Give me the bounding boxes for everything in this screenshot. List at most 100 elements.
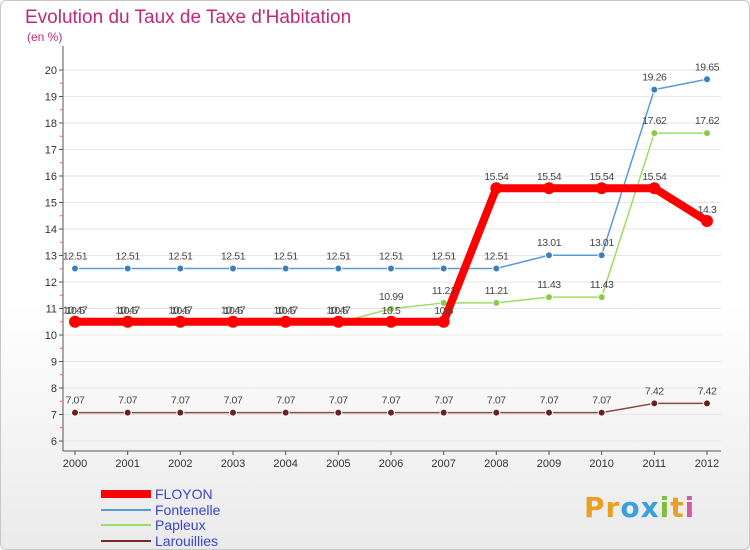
- data-point-larouillies: [703, 399, 711, 408]
- data-point-fontenelle: [387, 264, 395, 273]
- data-label-floyon: 15.54: [484, 171, 509, 183]
- data-point-floyon: [490, 182, 503, 195]
- data-label-larouillies: 7.07: [66, 395, 85, 407]
- y-tick-label: 6: [51, 436, 57, 448]
- data-label-floyon: 10.5: [118, 305, 137, 317]
- y-tick-label: 20: [45, 65, 57, 77]
- data-point-larouillies: [439, 408, 448, 417]
- data-label-fontenelle: 13.01: [590, 237, 615, 249]
- data-label-floyon: 15.54: [590, 171, 615, 183]
- y-tick-label: 12: [45, 277, 57, 289]
- data-point-fontenelle: [650, 85, 659, 94]
- logo-letter: t: [670, 491, 685, 524]
- data-point-floyon: [332, 315, 345, 328]
- data-label-floyon: 10.5: [329, 305, 348, 317]
- legend-item-fontenelle: Fontenelle: [101, 502, 220, 518]
- data-label-fontenelle: 12.51: [221, 250, 246, 262]
- logo-letter: i: [684, 491, 696, 524]
- y-tick-label: 19: [45, 92, 57, 104]
- x-tick-label: 2006: [379, 458, 403, 470]
- data-label-papleux: 11.43: [590, 279, 614, 291]
- data-label-fontenelle: 19.26: [642, 72, 667, 84]
- data-label-larouillies: 7.07: [592, 395, 611, 407]
- data-point-fontenelle: [703, 75, 711, 84]
- x-tick-label: 2007: [431, 458, 455, 470]
- data-label-floyon: 15.54: [642, 171, 667, 183]
- data-point-floyon: [648, 182, 661, 195]
- x-tick-label: 2000: [63, 458, 87, 470]
- data-point-floyon: [69, 315, 81, 328]
- data-label-larouillies: 7.07: [540, 395, 559, 407]
- data-point-fontenelle: [597, 251, 606, 260]
- logo-letter: i: [659, 491, 671, 524]
- data-point-fontenelle: [281, 264, 290, 273]
- x-tick-label: 2009: [537, 458, 561, 470]
- y-tick-label: 14: [45, 224, 57, 236]
- data-point-larouillies: [650, 399, 659, 408]
- data-point-larouillies: [334, 408, 343, 417]
- legend-swatch: [101, 490, 151, 499]
- y-tick-label: 18: [45, 118, 57, 130]
- data-point-floyon: [543, 182, 555, 195]
- data-point-papleux: [597, 293, 606, 302]
- y-tick-label: 16: [45, 171, 57, 183]
- legend-label: Papleux: [155, 516, 206, 533]
- data-label-floyon: 10.5: [434, 305, 453, 317]
- data-label-papleux: 11.43: [537, 279, 561, 291]
- data-label-fontenelle: 12.51: [379, 250, 404, 262]
- legend-label: Fontenelle: [155, 501, 221, 518]
- data-label-floyon: 10.5: [66, 305, 85, 317]
- y-tick-label: 17: [45, 145, 57, 157]
- data-point-fontenelle: [229, 264, 237, 273]
- data-point-fontenelle: [439, 264, 448, 273]
- logo-letter: x: [640, 491, 660, 524]
- x-tick-label: 2004: [273, 458, 297, 470]
- data-label-floyon: 10.5: [382, 305, 401, 317]
- legend-item-floyon: FLOYON: [101, 486, 220, 502]
- data-label-fontenelle: 12.51: [432, 250, 457, 262]
- data-point-larouillies: [123, 408, 132, 417]
- data-point-floyon: [174, 315, 187, 328]
- logo-letter: r: [605, 491, 621, 524]
- x-tick-label: 2012: [695, 458, 719, 470]
- data-label-papleux: 10.47: [116, 305, 141, 317]
- data-label-papleux: 10.47: [63, 305, 88, 317]
- legend-label: FLOYON: [155, 485, 213, 502]
- data-point-papleux: [703, 129, 711, 138]
- x-tick-label: 2001: [115, 458, 139, 470]
- data-point-floyon: [227, 315, 239, 328]
- data-label-fontenelle: 12.51: [116, 250, 141, 262]
- data-point-larouillies: [545, 408, 553, 417]
- y-tick-label: 10: [45, 330, 57, 342]
- data-point-floyon: [701, 215, 713, 228]
- x-tick-label: 2005: [326, 458, 350, 470]
- y-tick-label: 8: [51, 383, 57, 395]
- data-label-papleux: 10.47: [326, 305, 351, 317]
- y-tick-label: 9: [51, 357, 57, 369]
- data-point-floyon: [121, 315, 134, 328]
- data-label-larouillies: 7.42: [698, 385, 717, 397]
- chart-subtitle: (en %): [27, 30, 63, 44]
- data-point-fontenelle: [545, 251, 553, 260]
- x-tick-label: 2002: [168, 458, 192, 470]
- data-point-papleux: [387, 304, 395, 313]
- y-tick-label: 11: [46, 304, 57, 316]
- data-label-larouillies: 7.07: [329, 395, 348, 407]
- data-label-larouillies: 7.07: [224, 395, 243, 407]
- data-label-floyon: 10.5: [276, 305, 295, 317]
- data-point-larouillies: [229, 408, 237, 417]
- data-label-floyon: 14.3: [698, 204, 717, 216]
- data-point-fontenelle: [71, 264, 79, 273]
- data-point-floyon: [595, 182, 608, 195]
- x-tick-label: 2010: [589, 458, 613, 470]
- y-tick-label: 13: [45, 251, 57, 263]
- x-tick-label: 2011: [643, 458, 667, 470]
- data-point-larouillies: [176, 408, 185, 417]
- data-label-larouillies: 7.07: [171, 395, 190, 407]
- data-label-papleux: 10.99: [379, 291, 404, 303]
- data-label-papleux: 11.21: [485, 285, 509, 297]
- data-point-floyon: [279, 315, 292, 328]
- legend-swatch: [101, 508, 151, 511]
- data-label-floyon: 10.5: [224, 305, 243, 317]
